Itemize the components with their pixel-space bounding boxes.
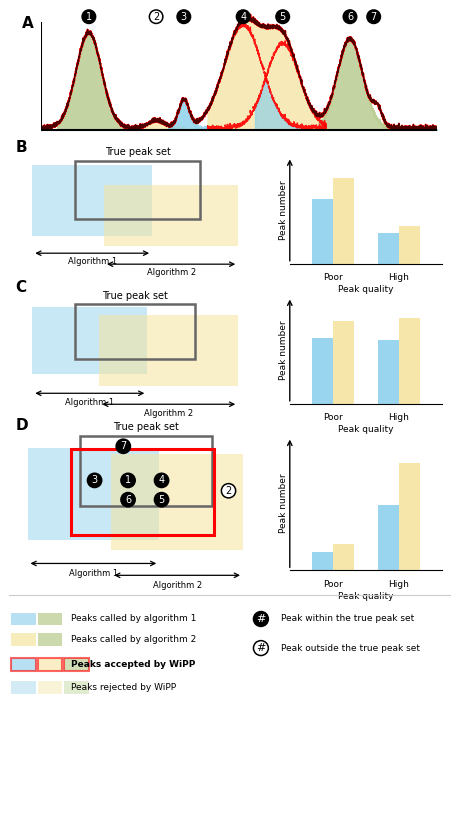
Text: 2: 2 [225, 486, 231, 496]
Bar [38, 633, 62, 646]
Bar [332, 321, 353, 404]
Y-axis label: Peak number: Peak number [279, 474, 288, 533]
Bar [64, 681, 89, 694]
Text: Peaks rejected by WiPP: Peaks rejected by WiPP [71, 683, 176, 692]
Text: Algorithm 2: Algorithm 2 [152, 580, 201, 589]
Text: 2: 2 [153, 12, 159, 21]
Text: Peaks accepted by WiPP: Peaks accepted by WiPP [71, 660, 195, 669]
Text: 6: 6 [346, 12, 352, 21]
Bar [99, 316, 238, 386]
Text: 1: 1 [125, 475, 131, 485]
Bar [311, 552, 332, 570]
Bar [71, 449, 214, 536]
Bar [32, 307, 147, 374]
Bar [11, 612, 36, 625]
Bar [11, 681, 36, 694]
Y-axis label: Peak number: Peak number [279, 321, 288, 380]
Text: 7: 7 [370, 12, 376, 21]
Bar [377, 505, 398, 570]
X-axis label: Peak quality: Peak quality [337, 425, 392, 434]
Text: 4: 4 [158, 475, 164, 485]
Text: 7: 7 [120, 442, 126, 452]
X-axis label: Peak quality: Peak quality [337, 285, 392, 294]
Text: Algorithm 1: Algorithm 1 [65, 397, 114, 406]
Bar [11, 633, 36, 646]
Text: A: A [22, 16, 34, 30]
Text: Peak outside the true peak set: Peak outside the true peak set [280, 644, 419, 653]
Text: #: # [256, 614, 265, 624]
Bar [398, 226, 419, 264]
Text: Algorithm 1: Algorithm 1 [67, 257, 117, 266]
Text: #: # [256, 643, 265, 653]
Text: 4: 4 [240, 12, 246, 21]
Bar [38, 681, 62, 694]
X-axis label: Peak quality: Peak quality [337, 592, 392, 601]
Bar [398, 318, 419, 404]
Bar [11, 658, 36, 671]
Text: Peaks called by algorithm 1: Peaks called by algorithm 1 [71, 615, 196, 624]
Bar [80, 436, 211, 506]
Bar [75, 304, 195, 359]
Text: B: B [16, 140, 27, 155]
Text: C: C [16, 280, 27, 295]
Bar [38, 612, 62, 625]
Text: Peak within the true peak set: Peak within the true peak set [280, 615, 413, 624]
Bar [332, 544, 353, 570]
Text: 1: 1 [86, 12, 92, 21]
Bar [32, 166, 151, 236]
Text: 6: 6 [125, 494, 131, 504]
Text: Algorithm 1: Algorithm 1 [69, 569, 118, 578]
Text: 5: 5 [279, 12, 285, 21]
Bar [28, 447, 159, 540]
Bar [311, 338, 332, 404]
Bar [38, 658, 62, 671]
Bar [311, 199, 332, 264]
Text: Algorithm 2: Algorithm 2 [146, 269, 195, 278]
Bar [332, 178, 353, 264]
Text: True peak set: True peak set [105, 147, 170, 157]
Y-axis label: Peak number: Peak number [279, 180, 288, 240]
Text: True peak set: True peak set [113, 422, 179, 432]
Bar [64, 658, 89, 671]
Text: Peaks called by algorithm 2: Peaks called by algorithm 2 [71, 635, 196, 644]
Bar [75, 161, 199, 219]
Text: 3: 3 [91, 475, 97, 485]
Text: True peak set: True peak set [102, 291, 168, 302]
Bar [377, 233, 398, 264]
Text: 5: 5 [158, 494, 164, 504]
Bar [377, 340, 398, 404]
Text: Algorithm 2: Algorithm 2 [144, 409, 193, 418]
Bar [111, 454, 242, 550]
Text: 3: 3 [180, 12, 186, 21]
Text: D: D [16, 418, 28, 433]
Bar [398, 463, 419, 570]
Bar [104, 185, 238, 246]
